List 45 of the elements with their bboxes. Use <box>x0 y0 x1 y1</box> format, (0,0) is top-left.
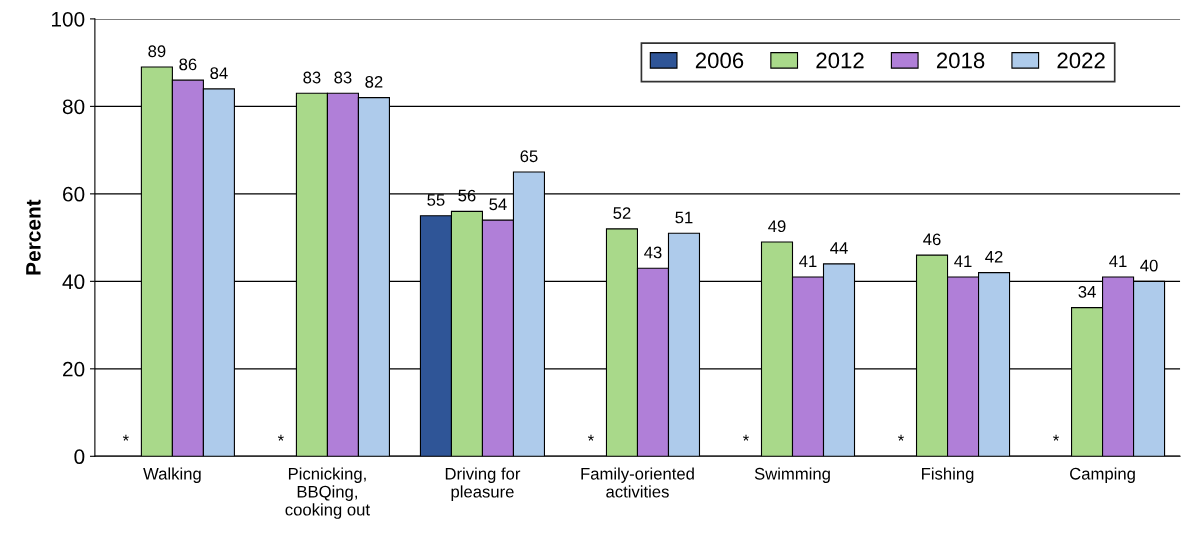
y-axis-title: Percent <box>26 199 41 275</box>
data-label: 49 <box>768 220 786 233</box>
data-label: 65 <box>520 150 538 163</box>
data-label: 46 <box>923 233 941 246</box>
data-label: 84 <box>210 67 228 80</box>
data-label: 34 <box>1078 285 1096 298</box>
x-tick-label: Driving for pleasure <box>445 467 521 501</box>
y-tick-label: 80 <box>62 99 85 115</box>
x-tick-label: Picnicking, BBQing, cooking out <box>285 467 370 519</box>
text: * <box>1053 434 1060 441</box>
data-label: 41 <box>954 255 972 267</box>
text: * <box>122 434 129 441</box>
y-tick-label: 100 <box>51 11 85 27</box>
y-tick-label: 40 <box>62 274 85 290</box>
legend-label: 2018 <box>936 52 985 69</box>
x-tick-label: Family-oriented activities <box>581 467 694 498</box>
x-tick-label: Fishing <box>922 467 974 483</box>
data-label: 83 <box>334 71 352 84</box>
y-tick-label: 0 <box>74 449 85 465</box>
data-label: 43 <box>644 246 662 259</box>
text: * <box>743 434 749 441</box>
legend-label: 2012 <box>816 52 864 69</box>
data-label: 54 <box>489 198 507 211</box>
legend-label: 2006 <box>695 52 744 69</box>
data-label: 89 <box>148 45 166 58</box>
data-label: 44 <box>830 242 848 254</box>
data-label: 51 <box>675 211 693 224</box>
text: * <box>898 434 904 441</box>
data-label: 52 <box>613 207 631 219</box>
y-tick-label: 20 <box>63 361 85 377</box>
text: * <box>277 434 284 441</box>
y-tick-label: 60 <box>63 186 85 202</box>
text: * <box>587 434 594 441</box>
data-label: 40 <box>1140 259 1158 272</box>
data-label: 42 <box>985 250 1003 263</box>
legend-label: 2022 <box>1057 52 1105 69</box>
x-tick-label: Walking <box>143 467 201 483</box>
data-label: 41 <box>1109 255 1127 267</box>
x-tick-label: Camping <box>1070 467 1135 483</box>
data-label: 55 <box>427 194 445 206</box>
data-label: 86 <box>179 58 197 71</box>
data-label: 41 <box>799 255 817 267</box>
data-label: 83 <box>303 71 321 84</box>
x-tick-label: Swimming <box>754 467 830 483</box>
data-label: 82 <box>365 75 383 88</box>
